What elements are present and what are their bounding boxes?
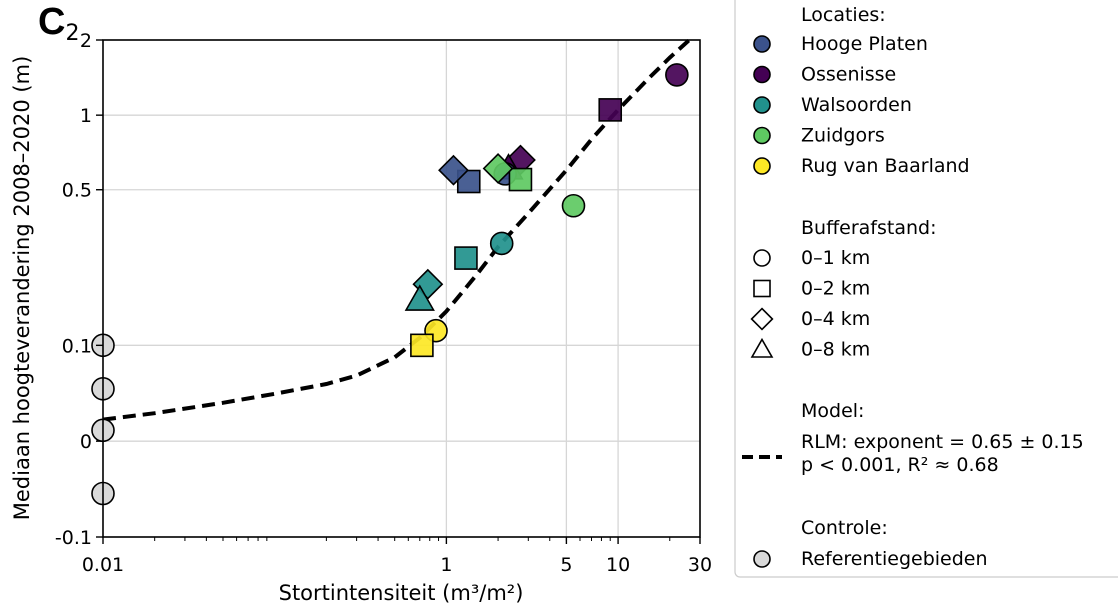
legend: Locaties: Hooge Platen Ossenisse Walsoorde… — [734, 0, 1118, 578]
x-tick-label: 30 — [688, 554, 712, 576]
legend-buffer-label: 0–8 km — [801, 339, 870, 361]
legend-locations-title: Locaties: — [801, 4, 886, 26]
panel-letter: C2 — [38, 1, 79, 46]
x-axis-label: Stortintensiteit (m³/m²) — [279, 581, 524, 605]
panel-letter-subscript: 2 — [65, 21, 79, 46]
legend-location-label: Zuidgors — [801, 125, 885, 147]
legend-buffer-marker — [750, 307, 774, 331]
legend-location-label: Hooge Platen — [801, 33, 928, 55]
legend-locations: Hooge Platen Ossenisse Walsoorden Zuidgors R… — [753, 33, 970, 177]
data-points — [91, 63, 689, 506]
legend-model-title: Model: — [801, 400, 864, 422]
y-axis-label: Mediaan hoogteverandering 2008–2020 (m) — [10, 56, 34, 521]
legend-location-marker — [753, 96, 771, 114]
data-point-zuidgors — [508, 167, 533, 192]
data-point-walsoorden — [404, 284, 435, 311]
legend-location-label: Rug van Baarland — [801, 155, 970, 177]
data-point-walsoorden — [454, 246, 478, 270]
y-tick-label: 2 — [80, 30, 92, 52]
legend-buffer-marker — [753, 279, 771, 298]
legend-buffer-label: 0–2 km — [801, 278, 870, 300]
legend-control-label: Referentiegebieden — [801, 548, 988, 570]
legend-buffer-marker — [753, 249, 771, 267]
data-point-ossenisse — [598, 98, 623, 122]
legend-buffer-label: 0–1 km — [801, 247, 870, 269]
panel-letter-main: C — [38, 1, 65, 43]
legend-location-label: Ossenisse — [801, 64, 896, 86]
x-tick-label: 1 — [440, 554, 452, 576]
data-point-walsoorden — [489, 231, 514, 256]
legend-location-label: Walsoorden — [801, 94, 912, 116]
y-tick-label: 1 — [80, 105, 92, 127]
legend-buffer-label: 0–4 km — [801, 308, 870, 330]
data-point-zuidgors — [561, 193, 586, 218]
legend-buffer-marker — [750, 337, 774, 358]
legend-frame — [734, 0, 1118, 578]
data-point-hooge-platen — [438, 154, 469, 186]
legend-location-marker — [753, 35, 771, 53]
x-axis-ticks: 0.01 1 5 10 30 — [82, 537, 712, 576]
data-point-hooge-platen — [456, 169, 481, 194]
model-curve — [102, 38, 691, 422]
y-tick-label: 0.1 — [62, 335, 92, 357]
legend-location-marker — [753, 157, 771, 175]
legend-model-line1: RLM: exponent = 0.65 ± 0.15 — [801, 431, 1084, 453]
legend-control-title: Controle: — [801, 517, 888, 539]
legend-location-marker — [753, 126, 771, 145]
legend-control-marker — [753, 550, 771, 568]
y-tick-label: 0.5 — [62, 180, 92, 202]
legend-buffers-title: Bufferafstand: — [801, 217, 937, 239]
plot-background — [103, 40, 700, 537]
data-point-ossenisse — [665, 63, 689, 87]
plot-area: 0.01 1 5 10 30 -0.1 0 0.1 0.5 1 2 — [55, 30, 712, 576]
y-tick-label: 0 — [80, 431, 92, 453]
x-tick-label: 5 — [560, 554, 572, 576]
model-curve-layer — [102, 38, 691, 422]
legend-buffers: 0–1 km 0–2 km 0–4 km 0–8 km — [750, 247, 870, 361]
legend-model-line2: p < 0.001, R² ≈ 0.68 — [801, 454, 999, 476]
data-point-rug-van-baarland — [410, 333, 434, 358]
y-tick-label: -0.1 — [55, 527, 92, 549]
y-axis-ticks: -0.1 0 0.1 0.5 1 2 — [55, 30, 103, 549]
data-point-zuidgors — [482, 153, 514, 184]
plot-frame — [102, 39, 701, 538]
x-tick-label: 10 — [606, 554, 630, 576]
x-tick-label: 0.01 — [82, 554, 124, 576]
legend-location-marker — [753, 65, 771, 84]
